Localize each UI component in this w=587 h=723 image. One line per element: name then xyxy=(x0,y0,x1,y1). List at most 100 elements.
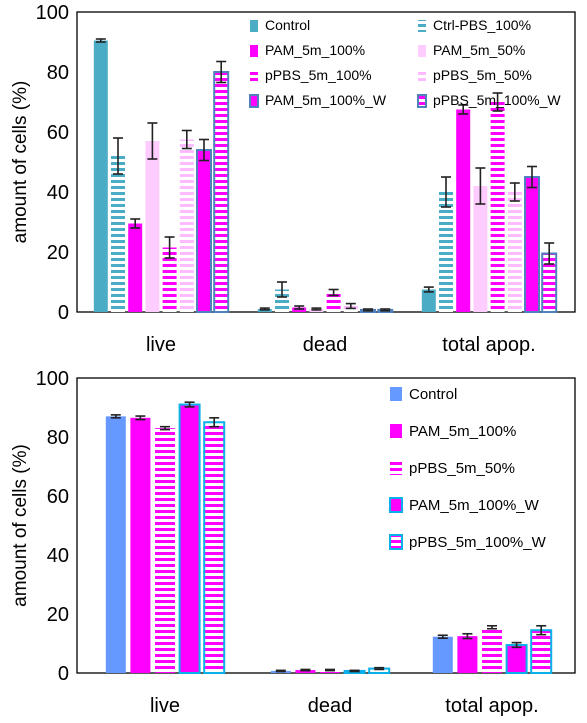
plot-frame xyxy=(76,11,576,313)
bar-ctrl-pbs-100-total-apop xyxy=(439,192,453,312)
error-bar-ppbs-5m-50-live xyxy=(181,129,192,150)
y-tick-label: 60 xyxy=(47,486,69,508)
legend-swatch-control xyxy=(250,20,258,32)
error-bar-control-dead xyxy=(275,669,286,673)
y-tick-label: 0 xyxy=(58,663,69,685)
bar-ppbs-5m-100-live xyxy=(162,247,177,312)
error-bar-pam-5m-100-w-total-apop xyxy=(527,165,537,189)
bar-pam-5m-100-w-total-apop xyxy=(524,176,540,313)
error-bar-ppbs-5m-100-dead xyxy=(328,288,339,297)
legend-label-pam-5m-100-w: PAM_5m_100%_W xyxy=(409,497,540,514)
bar-ppbs-5m-50-total-apop xyxy=(507,192,522,312)
bar-control-live xyxy=(105,416,126,673)
legend-label-ppbs-5m-50: pPBS_5m_50% xyxy=(409,460,515,477)
y-tick-label: 40 xyxy=(47,545,69,567)
bar-pam-5m-100-live xyxy=(130,417,151,673)
bar-control-total-apop xyxy=(432,636,453,673)
error-bar-pam-5m-50-dead xyxy=(311,307,322,311)
error-bar-pam-5m-100-total-apop xyxy=(462,632,473,640)
x-tick-label: dead xyxy=(308,695,353,717)
error-bar-ctrl-pbs-100-dead xyxy=(277,281,287,298)
y-tick-label: 20 xyxy=(47,242,69,264)
legend-swatch-pam-5m-100 xyxy=(250,45,258,57)
legend-swatch-ppbs-5m-50 xyxy=(418,70,426,82)
legend-swatch-control xyxy=(390,387,402,401)
error-bar-pam-5m-100-w-total-apop xyxy=(511,641,522,649)
error-bar-ppbs-5m-100-w-live xyxy=(216,60,227,84)
bar-pam-5m-100-total-apop xyxy=(456,109,471,312)
bar-ppbs-5m-50-total-apop xyxy=(482,627,502,673)
error-bar-pam-5m-100-live xyxy=(130,218,141,229)
error-bar-pam-5m-100-live xyxy=(135,415,146,421)
y-tick-label: 80 xyxy=(47,427,69,449)
legend-swatch-pam-5m-50 xyxy=(418,45,426,57)
bar-control-total-apop xyxy=(421,289,436,312)
legend-label-control: Control xyxy=(409,386,457,403)
bar-ppbs-5m-100-w-live xyxy=(213,71,230,313)
x-tick-label: dead xyxy=(303,334,348,356)
error-bar-ppbs-5m-50-total-apop xyxy=(509,182,520,202)
legend-swatch-pam-5m-100 xyxy=(390,424,402,438)
bar-ppbs-5m-100-total-apop xyxy=(490,102,505,312)
x-tick-label: total apop. xyxy=(442,334,535,356)
bar-ppbs-5m-50-live xyxy=(179,139,194,312)
legend-label-ctrl-pbs-100: Ctrl-PBS_100% xyxy=(433,17,531,33)
legend-label-pam-5m-100-w: PAM_5m_100%_W xyxy=(265,92,387,108)
bar-pam-5m-100-w-live xyxy=(178,403,201,674)
x-tick-label: live xyxy=(150,695,180,717)
legend-label-pam-5m-50: PAM_5m_50% xyxy=(433,42,525,58)
error-bar-ctrl-pbs-100-live xyxy=(113,137,123,175)
legend-swatch-ppbs-5m-100-w xyxy=(417,94,427,108)
bar-pam-5m-100-w-live xyxy=(196,149,212,313)
error-bar-ppbs-5m-50-dead xyxy=(325,668,335,672)
chart-top: 0 20 40 60 80 100 amount of cells (%) live dead t… xyxy=(10,2,576,356)
legend-swatch-pam-5m-100-w xyxy=(249,94,259,108)
x-tick-label: total apop. xyxy=(445,695,538,717)
error-bar-ppbs-5m-100-w-dead xyxy=(380,308,391,312)
error-bar-pam-5m-100-w-live xyxy=(184,401,195,408)
error-bar-control-dead xyxy=(259,307,270,311)
legend-label-ppbs-5m-100-w: pPBS_5m_100%_W xyxy=(409,534,547,551)
legend-label-pam-5m-100: PAM_5m_100% xyxy=(409,423,516,440)
legend-swatch-ctrl-pbs-100 xyxy=(418,20,426,32)
y-tick-label: 80 xyxy=(47,62,69,84)
error-bar-pam-5m-100-dead xyxy=(300,668,311,672)
error-bar-ppbs-5m-100-w-total-apop xyxy=(544,242,555,265)
bar-ppbs-5m-100-w-live xyxy=(203,421,226,674)
error-bar-pam-5m-100-w-dead xyxy=(363,308,373,312)
y-tick-label: 0 xyxy=(58,302,69,324)
bar-pam-5m-100-live xyxy=(128,223,143,312)
legend: Control Ctrl-PBS_100% PAM_5m_100% PAM_5m_50… xyxy=(249,17,561,108)
error-bar-ppbs-5m-100-w-total-apop xyxy=(536,624,547,636)
bar-ppbs-5m-50-dead xyxy=(320,670,340,673)
error-bar-pam-5m-50-live xyxy=(147,122,158,160)
chart-bottom: 0 20 40 60 80 100 amount of cells (%) live dead t… xyxy=(10,368,576,717)
bar-pam-5m-50-live xyxy=(145,141,160,312)
legend-label-pam-5m-100: PAM_5m_100% xyxy=(265,42,365,58)
legend-label-ppbs-5m-50: pPBS_5m_50% xyxy=(433,67,532,83)
error-bar-ctrl-pbs-100-total-apop xyxy=(441,176,451,208)
legend-swatch-pam-5m-100-w xyxy=(389,497,403,513)
bar-ctrl-pbs-100-live xyxy=(111,156,125,312)
y-axis-label: amount of cells (%) xyxy=(10,444,31,607)
legend-label-ppbs-5m-100-w: pPBS_5m_100%_W xyxy=(433,92,561,108)
error-bar-ppbs-5m-100-w-dead xyxy=(374,666,385,671)
bar-pam-5m-100-dead xyxy=(295,670,316,673)
bar-ctrl-pbs-100-dead xyxy=(275,289,289,312)
bar-control-live xyxy=(93,40,108,312)
bar-pam-5m-50-total-apop xyxy=(473,186,488,312)
error-bar-ppbs-5m-50-total-apop xyxy=(487,624,497,630)
bar-pam-5m-100-w-total-apop xyxy=(505,643,528,674)
error-bar-ppbs-5m-100-live xyxy=(164,236,175,259)
error-bar-ppbs-5m-100-w-live xyxy=(209,417,220,428)
error-bar-pam-5m-50-total-apop xyxy=(475,167,486,205)
legend: Control PAM_5m_100% pPBS_5m_50% PAM_5m_100%… xyxy=(389,386,547,551)
error-bar-pam-5m-100-w-dead xyxy=(349,669,360,673)
x-tick-label: live xyxy=(146,334,176,356)
legend-label-ppbs-5m-100: pPBS_5m_100% xyxy=(265,67,372,83)
y-tick-label: 60 xyxy=(47,122,69,144)
bar-pam-5m-100-total-apop xyxy=(457,636,478,673)
error-bar-control-total-apop xyxy=(437,634,448,639)
legend-swatch-ppbs-5m-100 xyxy=(250,70,258,82)
